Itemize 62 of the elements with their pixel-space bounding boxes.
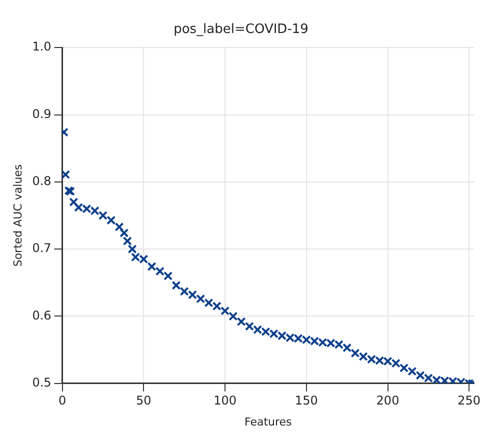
point <box>269 329 278 338</box>
point <box>228 312 238 321</box>
point <box>286 333 295 342</box>
chart-title: pos_label=COVID-19 <box>174 22 308 38</box>
point <box>74 202 84 212</box>
point <box>180 286 189 296</box>
point <box>440 376 450 384</box>
point <box>139 254 148 264</box>
point <box>188 290 198 300</box>
point <box>302 335 311 344</box>
x-tick-label: 150 <box>294 394 318 408</box>
point <box>342 343 352 352</box>
point <box>212 302 222 311</box>
point <box>98 210 108 220</box>
point <box>236 317 246 326</box>
point <box>277 331 287 340</box>
point <box>147 262 156 272</box>
x-tick-label: 250 <box>458 394 481 408</box>
point <box>432 376 442 384</box>
y-tick-label: 1.0 <box>32 40 52 54</box>
x-tick-label: 50 <box>136 394 152 408</box>
point <box>383 356 392 366</box>
point <box>155 266 164 276</box>
point <box>358 352 368 362</box>
point <box>399 363 409 372</box>
y-tick-label: 0.7 <box>32 241 52 256</box>
y-tick-label: 0.9 <box>32 106 52 121</box>
x-tick-label: 0 <box>58 394 66 408</box>
point <box>391 358 400 368</box>
point <box>62 170 70 180</box>
point <box>310 336 320 346</box>
point <box>253 325 262 334</box>
point <box>172 280 181 290</box>
point <box>416 370 425 380</box>
y-tick-label: 0.6 <box>32 308 52 322</box>
point <box>114 222 124 232</box>
point <box>318 338 328 347</box>
x-tick-label: 100 <box>214 394 236 408</box>
point <box>261 327 270 336</box>
y-tick-label: 0.8 <box>32 174 52 188</box>
point <box>326 338 336 348</box>
point <box>196 294 206 304</box>
point <box>350 348 360 358</box>
point <box>424 373 433 383</box>
point <box>244 322 254 331</box>
x-axis-title: Features <box>244 415 292 428</box>
point <box>106 216 116 225</box>
point <box>375 356 384 366</box>
point <box>90 206 100 216</box>
point <box>69 198 78 207</box>
point <box>408 366 417 376</box>
point <box>164 271 173 280</box>
point <box>448 376 458 384</box>
point <box>204 298 214 308</box>
point <box>366 354 376 364</box>
y-tick-label: 0.5 <box>32 376 52 390</box>
x-tick-label: 200 <box>376 394 400 408</box>
point <box>82 204 92 214</box>
point <box>334 340 344 349</box>
point <box>294 334 303 343</box>
y-axis-title: Sorted AUC values <box>11 164 24 267</box>
point <box>220 306 230 316</box>
